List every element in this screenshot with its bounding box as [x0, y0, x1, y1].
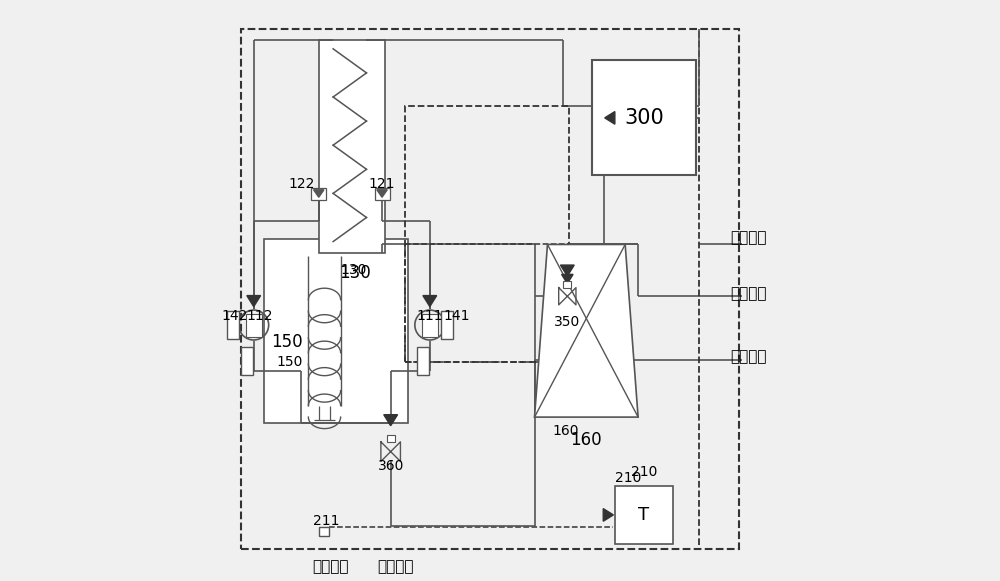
Text: 160: 160 — [571, 431, 602, 449]
Text: 360: 360 — [377, 459, 404, 473]
Text: 废水出水: 废水出水 — [730, 230, 767, 245]
Bar — [615, 486, 673, 544]
Bar — [241, 28, 739, 550]
Text: T: T — [638, 506, 649, 524]
Bar — [422, 314, 438, 336]
Bar — [417, 347, 429, 375]
Polygon shape — [247, 296, 261, 307]
Polygon shape — [562, 274, 573, 284]
Polygon shape — [535, 245, 638, 417]
Bar — [319, 527, 329, 536]
Bar — [319, 40, 385, 253]
Polygon shape — [377, 190, 387, 198]
Text: 350: 350 — [554, 315, 580, 329]
Text: 160: 160 — [553, 425, 579, 439]
Polygon shape — [384, 415, 398, 426]
Bar — [241, 347, 253, 375]
Polygon shape — [423, 296, 437, 307]
Bar — [592, 60, 696, 175]
Bar — [311, 188, 326, 200]
Text: 300: 300 — [624, 108, 664, 128]
Text: 122: 122 — [288, 177, 315, 191]
Text: 210: 210 — [615, 471, 641, 485]
Text: 111: 111 — [416, 310, 443, 324]
Bar — [375, 188, 390, 200]
Text: 211: 211 — [313, 514, 339, 528]
Text: 130: 130 — [340, 263, 366, 277]
Bar — [264, 239, 408, 423]
Text: 112: 112 — [246, 310, 273, 324]
Text: 冷水进水: 冷水进水 — [730, 286, 767, 301]
Bar — [563, 281, 571, 288]
Polygon shape — [314, 190, 324, 198]
Bar — [246, 314, 262, 336]
Text: 142: 142 — [221, 310, 247, 324]
Text: 恒温进水: 恒温进水 — [312, 560, 348, 574]
Polygon shape — [560, 265, 574, 276]
Bar — [441, 311, 453, 339]
Bar — [405, 106, 569, 363]
Text: 210: 210 — [631, 465, 657, 479]
Polygon shape — [605, 112, 615, 124]
Bar — [227, 311, 239, 339]
Text: 150: 150 — [271, 333, 303, 352]
Text: 130: 130 — [339, 264, 371, 282]
Text: 121: 121 — [369, 177, 395, 191]
Bar — [387, 435, 395, 442]
Text: 热水出水: 热水出水 — [377, 560, 414, 574]
Text: 150: 150 — [277, 356, 303, 370]
Text: 141: 141 — [444, 310, 470, 324]
Polygon shape — [603, 508, 613, 521]
Text: 废水进水: 废水进水 — [730, 349, 767, 364]
